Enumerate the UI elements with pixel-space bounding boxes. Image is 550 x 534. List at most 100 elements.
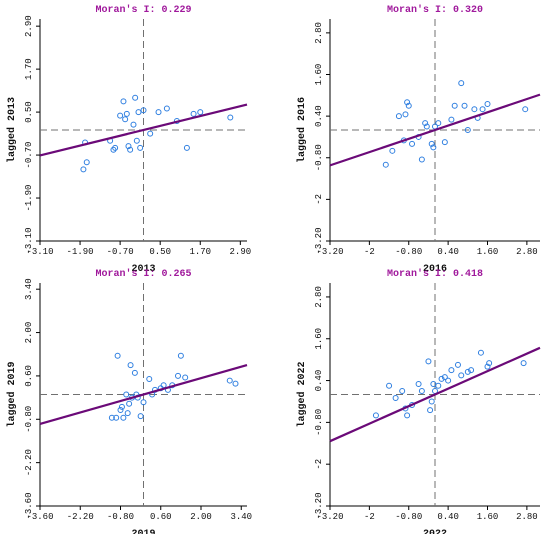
scatter-panel-2: Moran's I: 0.320 -3.20 -2 -0.80 0.40 1.60 2.80… [296,4,541,275]
y-tick-label: 2.90 [24,15,34,37]
y-tick-label: -3.20 [314,227,324,254]
y-tick-label: 0.50 [24,101,34,123]
data-point [423,123,430,130]
data-point [454,361,461,368]
data-point [464,127,471,133]
data-point [520,360,527,367]
x-axis-label: 2016 [423,264,447,275]
regression-line [329,93,541,167]
data-point [117,406,124,413]
data-point [458,80,465,87]
x-tick-label: 1.60 [477,247,499,257]
data-point [441,374,448,381]
y-tick-label: 0.60 [24,365,34,387]
data-point [190,110,197,117]
x-tick-label: -2.20 [67,512,94,522]
x-tick-label: 0.40 [437,247,459,257]
data-point [123,391,130,398]
y-tick-label: -0.80 [314,144,324,171]
x-tick-label: 2.90 [230,247,252,257]
data-point [445,377,452,384]
y-tick-label: -3.10 [24,227,34,254]
y-tick-label: 1.70 [24,58,34,80]
x-tick-label: 0.60 [150,512,172,522]
x-axis-label: 2022 [423,529,447,534]
x-tick-label: 2.80 [516,247,538,257]
chart-title: Moran's I: 0.418 [387,268,483,280]
data-point [461,102,468,109]
x-tick-label: -3.20 [316,247,343,257]
y-tick-label: 2.80 [314,22,324,44]
data-point [163,105,170,112]
y-tick-label: -2 [314,459,324,470]
data-point [227,114,234,121]
chart-title: Moran's I: 0.229 [95,4,191,16]
data-point [438,375,445,382]
data-point [418,388,425,395]
data-point [112,144,119,151]
scatter-panel-4: Moran's I: 0.418 -3.20 -2 -0.80 0.40 1.60 2.80… [296,268,541,534]
data-point [126,400,133,407]
data-point [386,382,393,389]
data-point [132,94,139,101]
data-point [464,368,471,375]
data-point [448,367,455,374]
regression-line [329,346,541,443]
data-point [422,120,429,127]
y-tick-label: -2 [314,194,324,205]
data-point [182,374,189,381]
x-tick-label: 3.40 [230,512,252,522]
y-tick-label: 2.80 [314,286,324,308]
data-point [160,382,167,389]
data-point [435,382,442,389]
data-point [120,98,127,105]
data-point [117,112,124,119]
y-tick-label: 0.40 [314,370,324,392]
data-point [83,159,90,166]
data-point [404,412,411,419]
x-axis-label: 2013 [131,264,155,275]
y-tick-label: -3.20 [314,492,324,519]
data-point [471,106,478,113]
y-tick-label: 1.60 [314,328,324,350]
data-point [372,412,379,419]
x-tick-label: 2.00 [190,512,212,522]
data-point [451,102,458,109]
data-point [484,100,491,107]
data-point [147,130,154,137]
data-point [80,166,87,173]
data-point [140,107,147,114]
data-point [389,147,396,154]
x-tick-label: -3.60 [26,512,53,522]
x-tick-label: 2.80 [516,512,538,522]
y-tick-label: -0.70 [24,142,34,169]
data-point [405,102,412,109]
data-point [133,137,140,144]
data-point [146,376,153,383]
data-point [430,144,437,151]
data-point [458,372,465,379]
data-point [127,362,134,369]
data-point [468,367,475,374]
y-axis-label: lagged 2016 [296,97,308,163]
data-point [427,407,434,414]
regression-line [39,103,248,157]
x-tick-label: 1.70 [189,247,211,257]
y-tick-label: -0.80 [24,406,34,433]
data-point [131,369,138,376]
data-point [137,413,144,420]
y-tick-label: 0.40 [314,105,324,127]
x-tick-label: -1.90 [67,247,94,257]
data-point [127,146,134,153]
data-point [435,120,442,127]
scatter-panel-3: Moran's I: 0.265 -3.60 -2.20 -0.80 0.60 2.00 3… [6,268,252,534]
data-point [177,352,184,359]
data-point [123,110,130,117]
data-point [415,381,422,388]
data-point [110,146,117,153]
x-tick-label: -2 [364,247,375,257]
data-point [125,143,132,150]
data-point [486,360,493,367]
chart-title: Moran's I: 0.320 [387,4,483,16]
y-tick-label: -2.20 [24,449,34,476]
